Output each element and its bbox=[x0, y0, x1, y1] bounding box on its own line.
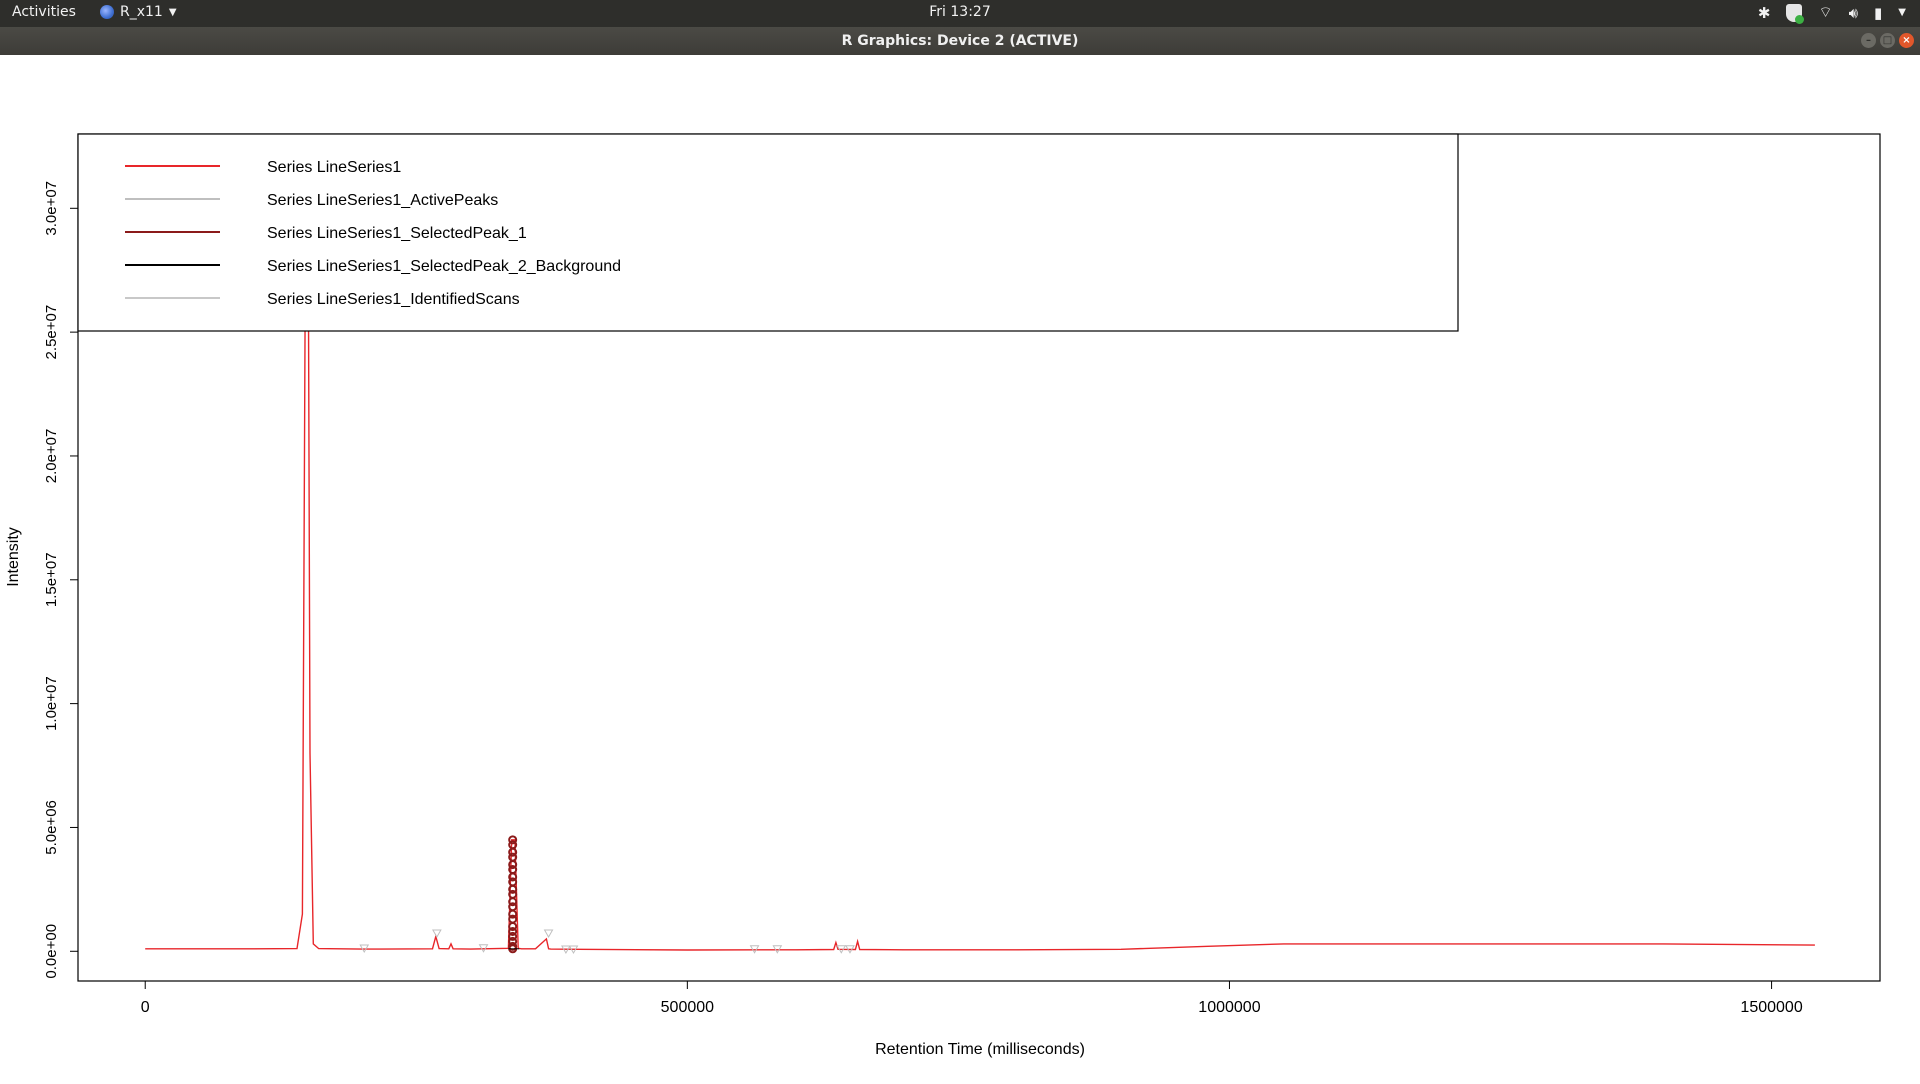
legend-label: Series LineSeries1_SelectedPeak_1 bbox=[267, 225, 527, 242]
selected-peak-point bbox=[508, 931, 518, 941]
legend-label: Series LineSeries1_IdentifiedScans bbox=[267, 291, 520, 308]
chevron-down-icon: ▼ bbox=[168, 6, 177, 18]
y-tick-label: 2.0e+07 bbox=[43, 429, 60, 484]
legend-label: Series LineSeries1_ActivePeaks bbox=[267, 192, 498, 209]
maximize-icon[interactable]: □ bbox=[1880, 33, 1895, 48]
clock[interactable]: Fri 13:27 bbox=[929, 4, 991, 20]
active-peak-marker bbox=[845, 945, 855, 954]
active-peak-marker bbox=[561, 945, 571, 955]
selected-peak-point bbox=[508, 884, 518, 894]
app-menu[interactable]: R_x11 ▼ bbox=[100, 4, 177, 20]
x-tick-label: 500000 bbox=[661, 999, 714, 1016]
window-title: R Graphics: Device 2 (ACTIVE) bbox=[841, 33, 1079, 49]
selected-peak-point bbox=[508, 872, 518, 882]
chart: 0 500000 1000000 1500000 0.0e+00 5.0e+06 1.0e+… bbox=[5, 133, 1881, 1058]
y-tick-label: 1.5e+07 bbox=[43, 552, 60, 607]
y-tick-label: 2.5e+07 bbox=[43, 305, 60, 360]
legend-label: Series LineSeries1_SelectedPeak_2_Backgr… bbox=[267, 258, 621, 275]
selected-peak-point bbox=[508, 926, 518, 936]
x-tick-label: 1000000 bbox=[1198, 999, 1260, 1016]
y-tick-label: 0.0e+00 bbox=[43, 924, 60, 979]
selected-peak-point bbox=[508, 860, 518, 870]
x-tick-label: 1500000 bbox=[1740, 999, 1802, 1016]
legend-box bbox=[77, 133, 1459, 332]
selected-peak-point bbox=[508, 922, 518, 932]
active-peak-marker bbox=[749, 945, 760, 954]
battery-icon[interactable]: ▮ bbox=[1874, 3, 1883, 22]
selected-peak-point bbox=[508, 847, 518, 857]
plot-area: 0 500000 1000000 1500000 0.0e+00 5.0e+06 1.0e+… bbox=[0, 55, 1920, 1080]
active-peak-marker bbox=[359, 944, 370, 954]
close-icon[interactable]: × bbox=[1899, 33, 1914, 48]
active-peak-marker bbox=[568, 945, 579, 955]
active-peak-marker bbox=[836, 945, 847, 954]
active-peak-marker bbox=[772, 945, 783, 954]
y-axis-title: Intensity bbox=[5, 527, 22, 587]
activities-button[interactable]: Activities bbox=[12, 4, 76, 20]
selected-peak-point bbox=[508, 897, 518, 907]
y-tick-label: 3.0e+07 bbox=[43, 181, 60, 236]
window-titlebar[interactable]: R Graphics: Device 2 (ACTIVE) – □ × bbox=[0, 27, 1920, 55]
legend-label: Series LineSeries1 bbox=[267, 159, 401, 176]
shield-icon[interactable] bbox=[1786, 3, 1805, 24]
y-tick-label: 1.0e+07 bbox=[43, 676, 60, 731]
r-logo-icon bbox=[100, 5, 114, 19]
top-bar: Activities R_x11 ▼ Fri 13:27 ✱ ⌔ 🔊︎ ▮ ▼ bbox=[0, 0, 1920, 27]
active-peak-marker bbox=[478, 944, 489, 953]
y-tick-label: 5.0e+06 bbox=[43, 800, 60, 855]
bluetooth-icon[interactable]: ✱ bbox=[1757, 3, 1771, 22]
x-axis-title: Retention Time (milliseconds) bbox=[875, 1041, 1085, 1058]
chevron-down-icon[interactable]: ▼ bbox=[1898, 7, 1906, 18]
app-name: R_x11 bbox=[120, 4, 163, 20]
active-peak-marker bbox=[432, 929, 442, 938]
wifi-icon[interactable]: ⌔ bbox=[1818, 3, 1833, 21]
series-line-main bbox=[145, 133, 1815, 951]
system-tray[interactable]: ✱ ⌔ 🔊︎ ▮ ▼ bbox=[1757, 3, 1906, 24]
volume-icon[interactable]: 🔊︎ bbox=[1848, 3, 1859, 22]
selected-peak-point bbox=[508, 835, 518, 845]
active-peak-marker bbox=[543, 929, 554, 938]
x-tick-label: 0 bbox=[141, 999, 150, 1016]
selected-peak-point bbox=[508, 909, 518, 919]
minimize-icon[interactable]: – bbox=[1861, 33, 1876, 48]
